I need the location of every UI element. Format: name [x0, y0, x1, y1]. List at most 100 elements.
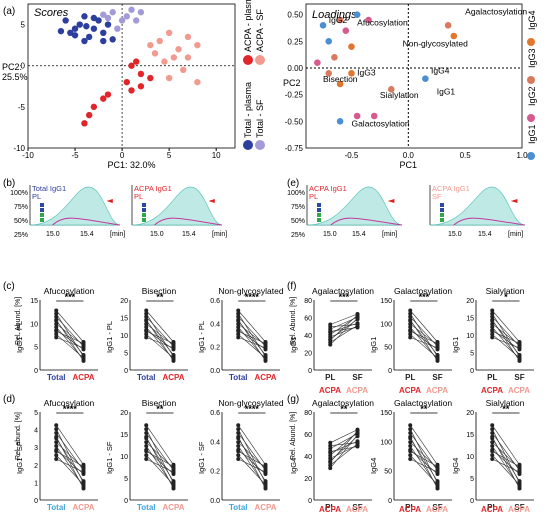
d-plot-1-pair-line — [146, 449, 174, 475]
g-plot-2-point — [490, 453, 495, 458]
d-plot-2-pair-line — [237, 436, 266, 489]
b-right-glycan-block — [142, 203, 146, 207]
b-left-curve2 — [52, 217, 121, 226]
c-plot-1-ylab: IgG1 - PL — [105, 321, 114, 353]
scores-xtick: 5 — [167, 151, 172, 160]
scores-ytick: 0 — [21, 62, 26, 71]
c-plot-1-sig: ** — [156, 292, 164, 302]
f-plot-1-ytick: 150 — [380, 298, 392, 305]
loading-point — [336, 80, 344, 88]
c-plot-0-ytick: 15 — [30, 298, 38, 305]
d-plot-0-title: Afucosylation — [44, 398, 95, 408]
g-plot-0-point — [328, 456, 333, 461]
g-plot-2-point — [490, 427, 495, 432]
g-plot-1-point — [408, 430, 413, 435]
d-plot-0-pair-line — [55, 436, 84, 489]
d-plot-0-ylab: IgG1 - SF — [15, 441, 24, 474]
d-plot-0-point — [54, 447, 59, 452]
score-point-acpa_plasma — [85, 111, 93, 119]
c-plot-1-title: Bisection — [142, 286, 177, 296]
side-label: IgG3 — [527, 48, 537, 68]
g-plot-0-point — [355, 444, 360, 449]
score-point-acpa_sf — [194, 41, 201, 49]
d-plot-1-point — [171, 472, 176, 477]
b-left-title: Total IgG1 — [32, 184, 66, 193]
e-xtick: [min] — [382, 231, 397, 238]
e-left-glycan-block — [317, 218, 321, 222]
f-plot-1-sig: *** — [419, 292, 430, 302]
f-plot-2-point — [490, 317, 495, 322]
legend-dot-total_sf — [255, 140, 265, 150]
d-plot-2-point — [236, 453, 241, 458]
score-point-acpa_sf — [194, 78, 201, 86]
score-point-acpa_sf — [180, 66, 187, 74]
c-plot-1-point — [144, 311, 149, 316]
d-plot-2-point — [263, 486, 268, 491]
b-ytick: 75% — [14, 204, 28, 211]
g-plot-1-pair-line — [409, 428, 438, 484]
f-plot-1-point — [435, 358, 440, 363]
c-plot-1-point — [171, 358, 176, 363]
f-acpa-label: ACPA — [346, 386, 368, 395]
f-plot-0-point — [355, 325, 360, 330]
panel-letter-c: (c) — [3, 281, 15, 292]
c-plot-0-pair-line — [55, 313, 84, 357]
d-plot-2-ytick: 0.4 — [210, 439, 220, 446]
c-plot-1-point — [144, 335, 149, 340]
g-plot-2-pair-line — [491, 428, 520, 484]
c-plot-2-ytick: 0.0 — [210, 368, 220, 375]
b-left-glycan-block — [40, 213, 44, 217]
d-plot-1-title: Bisection — [142, 398, 177, 408]
f-plot-2-point — [490, 332, 495, 337]
d-plot-1-ytick: 15 — [120, 432, 128, 439]
f-plot-0-ytick: 40 — [304, 333, 312, 340]
g-plot-0-pair-line — [330, 429, 358, 444]
f-plot-2-ytick: 20 — [466, 298, 474, 305]
d-plot-1-pair-line — [145, 436, 174, 489]
loading-label: Sialylation — [380, 90, 419, 100]
d-plot-2-ytick: 0.0 — [210, 498, 220, 505]
g-plot-2-group-b: SF — [514, 503, 524, 512]
c-plot-2-pair-line — [238, 316, 266, 347]
f-plot-1-point — [408, 325, 413, 330]
c-plot-0-pair-line — [56, 329, 84, 350]
g-plot-0-point — [328, 463, 333, 468]
score-point-total_plasma — [100, 37, 107, 45]
c-plot-0-ytick: 0 — [34, 368, 38, 375]
e-right-glycan-block — [440, 203, 444, 207]
score-point-total_plasma — [62, 17, 69, 24]
f-plot-0-point — [328, 337, 333, 342]
d-plot-0-ytick: 4 — [34, 428, 38, 435]
c-plot-1-group-b: ACPA — [162, 373, 184, 382]
score-point-total_plasma — [71, 32, 79, 39]
f-plot-2-point — [490, 328, 495, 333]
score-point-total_plasma — [81, 37, 88, 45]
d-plot-0-point — [81, 472, 86, 477]
score-point-acpa_sf — [151, 50, 159, 57]
c-plot-0-ytick: 10 — [30, 321, 38, 328]
d-plot-0-pair-line — [55, 428, 84, 484]
g-plot-1-group-b: SF — [432, 503, 442, 512]
c-plot-2-point — [263, 347, 268, 352]
f-plot-0-sig: *** — [339, 292, 350, 302]
scores-ylabel-2: 25.5% — [2, 72, 28, 82]
f-plot-1-point — [408, 311, 413, 316]
loading-label: Afucosylation — [357, 17, 408, 27]
panel-letter-d: (d) — [3, 394, 15, 405]
g-plot-1-ytick: 150 — [380, 410, 392, 417]
d-plot-2-point — [236, 434, 241, 439]
f-plot-1-point — [408, 335, 413, 340]
score-point-total_sf — [104, 14, 112, 22]
f-plot-0-ytick: 60 — [304, 316, 312, 323]
g-plot-2-pair-line — [492, 449, 520, 475]
score-point-acpa_plasma — [137, 70, 145, 78]
score-point-acpa_sf — [170, 54, 178, 61]
g-plot-2-point — [490, 456, 495, 461]
e-left-curve2 — [330, 217, 403, 226]
c-plot-2-pair-line — [238, 310, 266, 343]
g-plot-0-ytick: 20 — [304, 476, 312, 483]
e-left-title: ACPA IgG1 — [309, 184, 347, 193]
b-xtick: [min] — [110, 231, 125, 238]
loading-point — [325, 38, 333, 45]
c-plot-1-point — [171, 347, 176, 352]
